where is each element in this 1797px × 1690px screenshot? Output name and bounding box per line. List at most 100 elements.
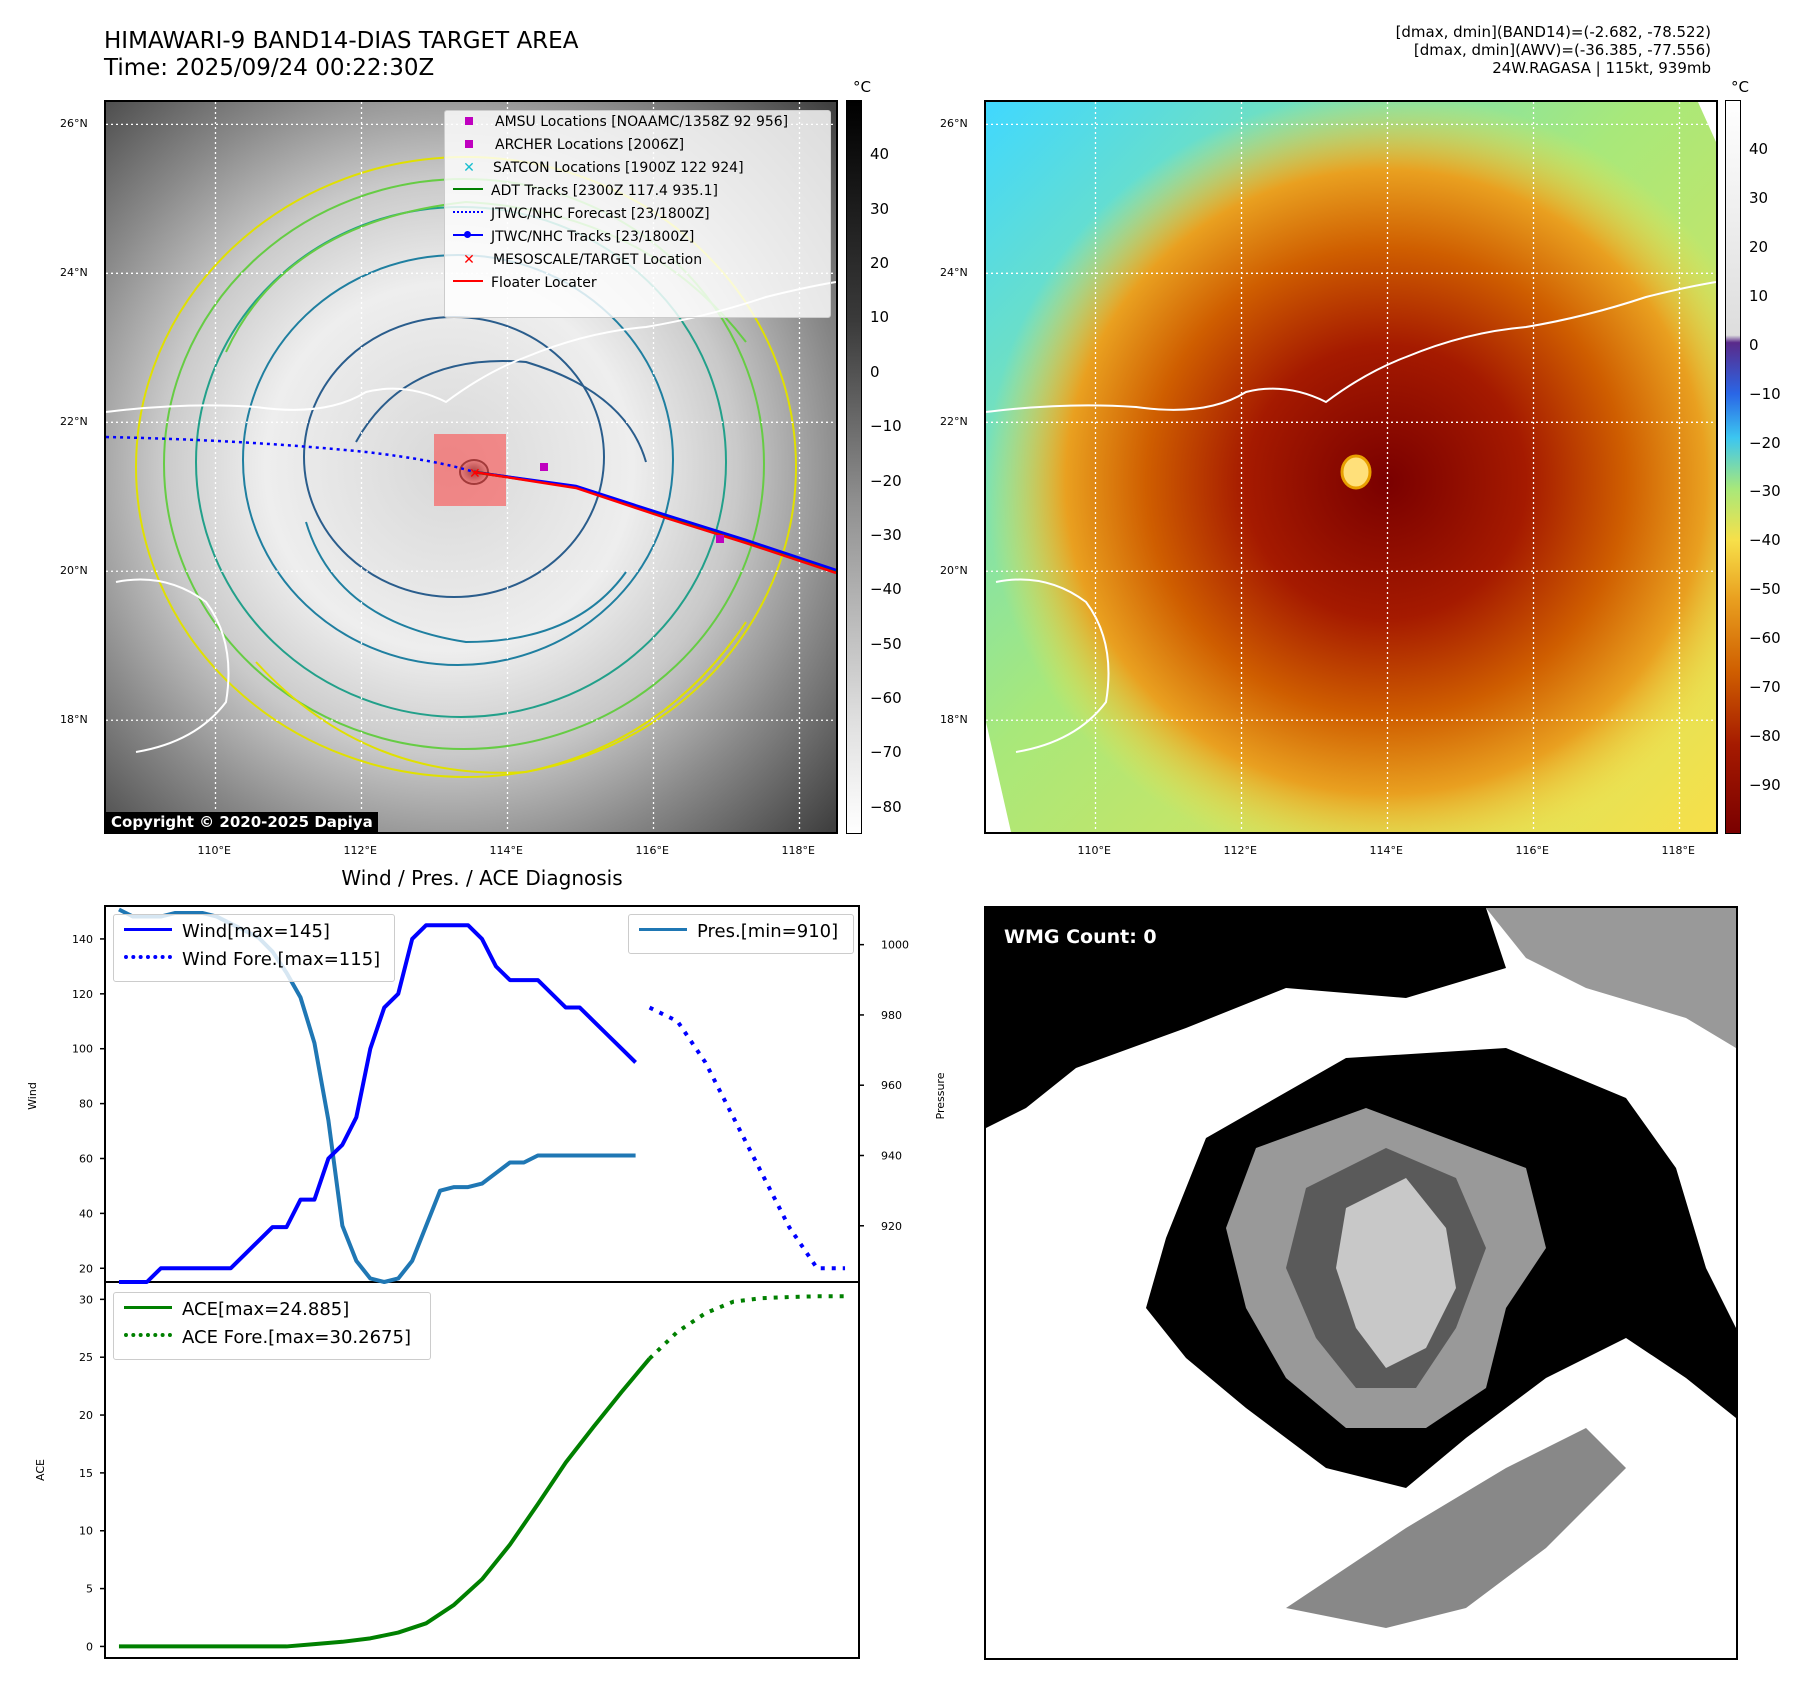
legend-label: MESOSCALE/TARGET Location xyxy=(493,252,703,268)
wmg-image xyxy=(986,908,1736,1628)
jtwc-track xyxy=(473,470,836,572)
pressure-tick-label: 920 xyxy=(881,1220,902,1233)
line-marker-icon xyxy=(453,188,483,190)
wind-forecast-line xyxy=(648,1005,846,1271)
dotted-line-icon xyxy=(453,211,483,213)
line-marker-icon xyxy=(639,928,687,931)
ace-series xyxy=(118,1294,846,1649)
colorbar-tick-label: 30 xyxy=(1749,188,1769,207)
x-marker-icon: ✕ xyxy=(463,160,475,176)
lat-tick-label: 24°N xyxy=(60,266,88,280)
colorbar-tick-label: −70 xyxy=(870,743,902,762)
legend-item-mesoscale: ✕ MESOSCALE/TARGET Location xyxy=(451,249,702,271)
colorbar-tick-label: 0 xyxy=(870,362,880,381)
no-data-corner-right xyxy=(1698,102,1716,142)
lon-tick-label: 110°E xyxy=(1077,844,1111,857)
color-map-panel xyxy=(984,100,1718,834)
legend-label: Floater Locater xyxy=(491,275,597,291)
legend-label: ACE Fore.[max=30.2675] xyxy=(182,1327,411,1348)
amsu-marker xyxy=(540,463,548,471)
colorbar-tick-label: −10 xyxy=(870,417,902,436)
wind-tick-label: 20 xyxy=(79,1262,93,1275)
wmg-gray-region-top xyxy=(1486,908,1736,1048)
floater-locater-track xyxy=(473,470,836,575)
lat-tick-label: 20°N xyxy=(60,564,88,578)
right-colorbar-unit: °C xyxy=(1731,78,1749,96)
wind-tick-label: 140 xyxy=(72,933,93,946)
pressure-tick-label: 1000 xyxy=(881,939,909,952)
color-map-island-coast xyxy=(995,578,1110,753)
diagnosis-chart: 20 40 60 80 100 120 140 920 940 960 980 1000 0 5 10 1… xyxy=(26,905,947,1659)
pressure-tick-label: 980 xyxy=(881,1009,902,1022)
color-map-image xyxy=(986,102,1716,832)
colorbar-tick-label: −60 xyxy=(870,689,902,708)
colorbar-tick-label: −50 xyxy=(870,634,902,653)
pressure-ylabel: Pressure xyxy=(934,1072,947,1119)
legend-label: Pres.[min=910] xyxy=(697,921,839,942)
colorbar-tick-label: 40 xyxy=(1749,139,1769,158)
no-data-corner-left xyxy=(986,722,1011,832)
lon-tick-label: 114°E xyxy=(1369,844,1403,857)
wmg-count-label: WMG Count: 0 xyxy=(1004,926,1157,948)
lon-tick-label: 118°E xyxy=(781,844,815,857)
figure-title: HIMAWARI-9 BAND14-DIAS TARGET AREA Time:… xyxy=(104,28,578,82)
ace-plot-frame xyxy=(104,1281,860,1659)
colorbar-tick-label: −40 xyxy=(1749,531,1781,550)
legend-label: ACE[max=24.885] xyxy=(182,1299,350,1320)
pressure-line xyxy=(118,907,636,1284)
ace-ylabel: ACE xyxy=(34,1459,47,1481)
colorbar-tick-label: −80 xyxy=(1749,727,1781,746)
mesoscale-target-marker: ✕ xyxy=(469,466,481,482)
legend-item-satcon: ✕ SATCON Locations [1900Z 122 924] xyxy=(451,157,743,179)
line-marker-icon xyxy=(124,1306,172,1309)
colorbar-tick-label: 10 xyxy=(870,308,890,327)
lat-tick-label: 26°N xyxy=(940,117,968,131)
ir-map-panel: ✕ AMSU Locations [NOAAMC/1358Z 92 956] A… xyxy=(104,100,838,834)
title-line-2: Time: 2025/09/24 00:22:30Z xyxy=(104,55,435,81)
lon-tick-label: 110°E xyxy=(197,844,231,857)
pressure-tick-label: 960 xyxy=(881,1079,902,1092)
legend-item-jtwc-forecast: JTWC/NHC Forecast [23/1800Z] xyxy=(451,203,710,225)
ir-island-coast xyxy=(115,578,230,753)
left-colorbar-unit: °C xyxy=(853,78,871,96)
colorbar-tick-label: −30 xyxy=(1749,482,1781,501)
ace-tick-label: 30 xyxy=(79,1293,93,1306)
colorbar-tick-label: 10 xyxy=(1749,286,1769,305)
colorbar-tick-label: −70 xyxy=(1749,678,1781,697)
wind-tick-label: 60 xyxy=(79,1152,93,1165)
wind-tick-label: 100 xyxy=(72,1043,93,1056)
x-marker-icon: ✕ xyxy=(463,252,475,268)
dotted-line-icon xyxy=(124,1333,172,1337)
colorbar-tick-label: −80 xyxy=(870,797,902,816)
lon-tick-label: 112°E xyxy=(343,844,377,857)
legend-label: AMSU Locations [NOAAMC/1358Z 92 956] xyxy=(495,114,789,130)
colorbar-tick-label: −60 xyxy=(1749,629,1781,648)
legend-item-floater: Floater Locater xyxy=(451,272,597,294)
lat-tick-label: 22°N xyxy=(60,415,88,429)
pressure-axis-ticks: 920 940 960 980 1000 xyxy=(859,939,909,1233)
lon-tick-label: 118°E xyxy=(1661,844,1695,857)
legend-item-archer: ARCHER Locations [2006Z] xyxy=(451,134,684,156)
wind-ylabel: Wind xyxy=(26,1082,39,1110)
wmg-panel: WMG Count: 0 xyxy=(984,906,1738,1660)
color-map-grid xyxy=(986,102,1716,832)
legend-label: Wind[max=145] xyxy=(182,921,330,942)
legend-item-jtwc-tracks: JTWC/NHC Tracks [23/1800Z] xyxy=(451,226,694,248)
ace-tick-label: 10 xyxy=(79,1525,93,1538)
ace-tick-label: 5 xyxy=(86,1583,93,1596)
lat-tick-label: 18°N xyxy=(60,713,88,727)
line-marker-icon xyxy=(124,928,172,931)
legend-label: ADT Tracks [2300Z 117.4 935.1] xyxy=(491,183,718,199)
colorbar-tick-label: −20 xyxy=(870,471,902,490)
colorbar-tick-label: −40 xyxy=(870,580,902,599)
right-colorbar xyxy=(1725,100,1741,834)
colorbar-tick-label: 20 xyxy=(870,254,890,273)
dotted-line-icon xyxy=(124,955,172,959)
colorbar-tick-label: 30 xyxy=(870,199,890,218)
color-map-eye xyxy=(1340,454,1372,490)
legend-item-adt: ADT Tracks [2300Z 117.4 935.1] xyxy=(451,180,718,202)
colorbar-tick-label: −90 xyxy=(1749,776,1781,795)
ace-tick-label: 0 xyxy=(86,1640,93,1653)
colorbar-tick-label: −10 xyxy=(1749,384,1781,403)
lat-tick-label: 18°N xyxy=(940,713,968,727)
